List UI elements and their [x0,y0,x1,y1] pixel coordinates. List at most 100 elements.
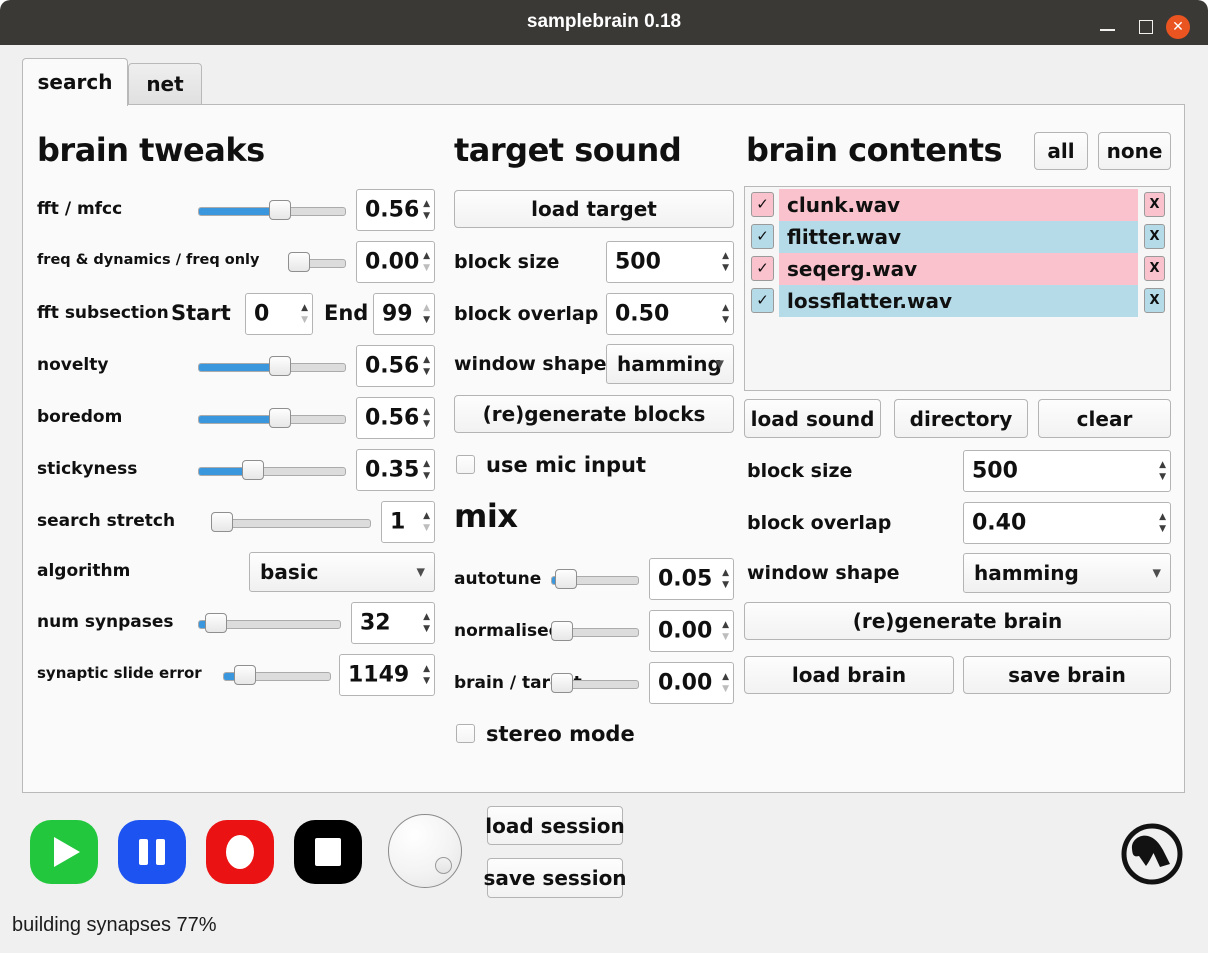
sample-checkbox[interactable]: ✓ [751,288,774,313]
sample-checkbox[interactable]: ✓ [751,224,774,249]
spin-up-icon[interactable]: ▲ [423,406,430,417]
algorithm-dropdown[interactable]: basic ▼ [249,552,435,592]
stop-button[interactable] [294,820,362,884]
slider-handle[interactable] [288,252,310,272]
spin-up-icon[interactable]: ▲ [722,567,729,578]
load-session-button[interactable]: load session [485,806,625,845]
num-synpases-spinbox[interactable]: 32 ▲ ▼ [351,602,435,644]
slider-handle[interactable] [551,673,573,693]
brain-window-shape-dropdown[interactable]: hamming ▼ [963,553,1171,593]
brain-target-slider[interactable] [551,672,639,694]
pause-button[interactable] [118,820,186,884]
list-item[interactable]: ✓ clunk.wav X [745,189,1170,221]
slider-handle[interactable] [554,569,577,589]
slider-handle[interactable] [234,665,257,685]
spin-down-icon[interactable]: ▼ [423,675,430,686]
select-all-button[interactable]: all [1034,132,1088,170]
spin-up-icon[interactable]: ▲ [1159,511,1166,522]
novelty-slider[interactable] [198,355,346,377]
tab-search[interactable]: search [22,58,128,106]
list-item[interactable]: ✓ lossflatter.wav X [745,285,1170,317]
synaptic-slide-error-spinbox[interactable]: 1149 ▲ ▼ [339,654,435,696]
slider-groove[interactable] [211,519,371,528]
stickyness-spinbox[interactable]: 0.35 ▲ ▼ [356,449,435,491]
slider-handle[interactable] [211,512,233,532]
spin-up-icon[interactable]: ▲ [423,354,430,365]
directory-button[interactable]: directory [894,399,1028,438]
brain-block-size-spinbox[interactable]: 500 ▲ ▼ [963,450,1171,492]
target-window-shape-dropdown[interactable]: hamming ▼ [606,344,734,384]
freq-dyn-slider[interactable] [288,251,346,273]
boredom-spinbox[interactable]: 0.56 ▲ ▼ [356,397,435,439]
target-block-overlap-spinbox[interactable]: 0.50 ▲ ▼ [606,293,734,335]
spin-up-icon[interactable]: ▲ [301,302,308,313]
volume-knob[interactable] [388,814,462,888]
tab-net[interactable]: net [128,63,202,105]
save-session-button[interactable]: save session [483,858,627,898]
spin-up-icon[interactable]: ▲ [423,663,430,674]
fft-start-spinbox[interactable]: 0 ▲ ▼ [245,293,313,335]
sample-checkbox[interactable]: ✓ [751,192,774,217]
spin-down-icon[interactable]: ▼ [1159,523,1166,534]
fft-mfcc-slider[interactable] [198,199,346,221]
spin-down-icon[interactable]: ▼ [722,683,729,694]
spin-down-icon[interactable]: ▼ [423,418,430,429]
brain-block-overlap-spinbox[interactable]: 0.40 ▲ ▼ [963,502,1171,544]
fft-mfcc-spinbox[interactable]: 0.56 ▲ ▼ [356,189,435,231]
stereo-mode-checkbox[interactable] [456,724,475,743]
spin-down-icon[interactable]: ▼ [722,579,729,590]
maximize-icon[interactable] [1139,20,1153,34]
boredom-slider[interactable] [198,407,346,429]
spin-up-icon[interactable]: ▲ [423,250,430,261]
slider-handle[interactable] [268,200,291,220]
slider-handle[interactable] [242,460,265,480]
spin-down-icon[interactable]: ▼ [423,314,430,325]
normalised-slider[interactable] [551,620,639,642]
regenerate-blocks-button[interactable]: (re)generate blocks [454,395,734,433]
search-stretch-spinbox[interactable]: 1 ▲ ▼ [381,501,435,543]
slider-handle[interactable] [205,613,228,633]
remove-sample-button[interactable]: X [1144,256,1165,281]
play-button[interactable] [30,820,98,884]
slider-groove[interactable] [198,467,346,476]
remove-sample-button[interactable]: X [1144,288,1165,313]
spin-down-icon[interactable]: ▼ [423,470,430,481]
spin-up-icon[interactable]: ▲ [722,250,729,261]
slider-groove[interactable] [223,672,331,681]
autotune-spinbox[interactable]: 0.05 ▲ ▼ [649,558,734,600]
brain-target-spinbox[interactable]: 0.00 ▲ ▼ [649,662,734,704]
spin-down-icon[interactable]: ▼ [423,262,430,273]
save-brain-button[interactable]: save brain [963,656,1171,694]
spin-up-icon[interactable]: ▲ [423,611,430,622]
load-brain-button[interactable]: load brain [744,656,954,694]
list-item[interactable]: ✓ seqerg.wav X [745,253,1170,285]
regenerate-brain-button[interactable]: (re)generate brain [744,602,1171,640]
spin-up-icon[interactable]: ▲ [423,198,430,209]
slider-handle[interactable] [268,356,291,376]
spin-up-icon[interactable]: ▲ [722,619,729,630]
load-target-button[interactable]: load target [454,190,734,228]
remove-sample-button[interactable]: X [1144,192,1165,217]
spin-down-icon[interactable]: ▼ [423,623,430,634]
load-sound-button[interactable]: load sound [744,399,881,438]
spin-down-icon[interactable]: ▼ [722,631,729,642]
spin-up-icon[interactable]: ▲ [423,302,430,313]
search-stretch-slider[interactable] [211,511,371,533]
spin-up-icon[interactable]: ▲ [1159,459,1166,470]
spin-down-icon[interactable]: ▼ [722,314,729,325]
spin-down-icon[interactable]: ▼ [722,262,729,273]
spin-down-icon[interactable]: ▼ [301,314,308,325]
slider-groove[interactable] [551,576,639,585]
normalised-spinbox[interactable]: 0.00 ▲ ▼ [649,610,734,652]
spin-up-icon[interactable]: ▲ [423,458,430,469]
list-item[interactable]: ✓ flitter.wav X [745,221,1170,253]
num-synpases-slider[interactable] [198,612,341,634]
sample-checkbox[interactable]: ✓ [751,256,774,281]
stickyness-slider[interactable] [198,459,346,481]
synaptic-slide-error-slider[interactable] [223,664,331,686]
select-none-button[interactable]: none [1098,132,1171,170]
spin-up-icon[interactable]: ▲ [423,510,430,521]
minimize-icon[interactable] [1100,29,1115,31]
close-icon[interactable]: ✕ [1166,15,1190,39]
use-mic-checkbox[interactable] [456,455,475,474]
